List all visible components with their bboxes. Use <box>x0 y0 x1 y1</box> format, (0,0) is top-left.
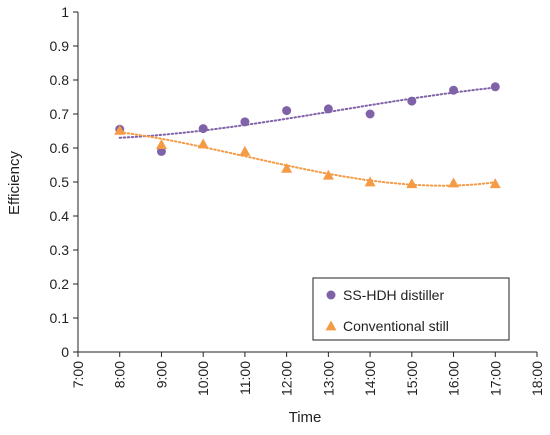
x-tick-label: 18:00 <box>529 361 545 396</box>
data-point-series-2 <box>364 176 376 187</box>
data-point-series-2 <box>197 138 209 149</box>
y-tick-label: 0.2 <box>50 276 70 292</box>
data-point-series-1 <box>449 85 459 95</box>
x-tick-label: 16:00 <box>446 361 462 396</box>
y-tick-label: 1 <box>61 4 69 20</box>
legend-box <box>312 277 510 341</box>
data-point-series-1 <box>156 146 166 156</box>
legend-marker-series-1 <box>326 290 336 300</box>
data-point-series-2 <box>114 124 126 135</box>
trendline-series-1 <box>118 86 497 139</box>
x-tick-label: 14:00 <box>362 361 378 396</box>
legend-label-series-1: SS-HDH distiller <box>343 287 444 303</box>
data-point-series-2 <box>239 145 251 156</box>
data-point-series-2 <box>322 169 334 180</box>
data-point-series-1 <box>407 96 417 106</box>
data-point-series-2 <box>155 139 167 149</box>
y-tick-label: 0.7 <box>50 106 70 122</box>
x-axis-label: Time <box>289 409 322 426</box>
data-points <box>114 82 501 189</box>
y-tick-label: 0.1 <box>50 310 70 326</box>
data-point-series-1 <box>323 104 333 114</box>
x-tick-label: 13:00 <box>320 361 336 396</box>
trendline-series-2 <box>118 131 497 187</box>
x-tick-label: 11:00 <box>237 361 253 395</box>
data-point-series-2 <box>448 177 460 188</box>
legend: SS-HDH distiller Conventional still <box>312 277 510 341</box>
trendlines <box>118 86 497 187</box>
data-point-series-1 <box>365 109 375 119</box>
x-tick-label: 15:00 <box>404 361 420 396</box>
data-point-series-1 <box>240 117 250 127</box>
legend-marker-series-2 <box>325 320 337 331</box>
y-tick-label: 0.6 <box>50 140 70 156</box>
data-point-series-2 <box>281 162 293 173</box>
data-point-series-2 <box>406 178 418 189</box>
y-axis-label: Efficiency <box>6 151 23 215</box>
data-point-series-1 <box>490 82 500 92</box>
y-tick-label: 0.3 <box>50 242 70 258</box>
x-tick-label: 10:00 <box>195 361 211 396</box>
data-point-series-2 <box>489 178 501 189</box>
y-tick-label: 0.8 <box>50 72 70 88</box>
data-point-series-1 <box>198 124 208 134</box>
x-tick-label: 7:00 <box>70 361 86 388</box>
x-tick-label: 12:00 <box>279 361 295 396</box>
y-tick-label: 0.4 <box>50 208 70 224</box>
y-tick-label: 0.9 <box>50 38 70 54</box>
y-tick-label: 0 <box>61 344 69 360</box>
x-tick-label: 9:00 <box>153 361 169 388</box>
axes <box>73 11 538 357</box>
x-tick-label: 8:00 <box>112 361 128 388</box>
x-tick-label: 17:00 <box>487 361 503 396</box>
data-point-series-1 <box>282 106 292 116</box>
legend-label-series-2: Conventional still <box>343 318 449 334</box>
tick-labels: 00.10.20.30.40.50.60.70.80.917:00 8:00 9:0… <box>50 4 545 396</box>
y-tick-label: 0.5 <box>50 174 70 190</box>
